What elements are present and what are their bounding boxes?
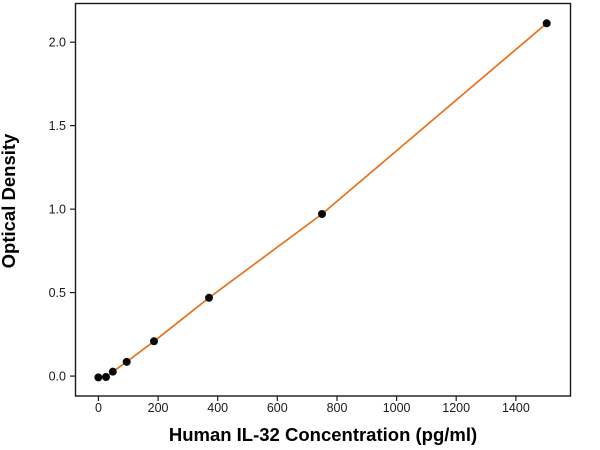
svg-text:200: 200 [148,401,169,415]
svg-text:0.0: 0.0 [49,369,66,383]
svg-text:0.5: 0.5 [49,286,66,300]
svg-text:0: 0 [95,401,102,415]
svg-text:1.0: 1.0 [49,202,66,216]
svg-text:Optical Density: Optical Density [0,133,19,268]
svg-text:600: 600 [267,401,288,415]
svg-text:1.5: 1.5 [49,119,66,133]
svg-text:2.0: 2.0 [49,35,66,49]
svg-text:1400: 1400 [502,401,530,415]
svg-text:400: 400 [207,401,228,415]
svg-text:Human IL-32 Concentration (pg/: Human IL-32 Concentration (pg/ml) [169,424,477,445]
svg-text:800: 800 [327,401,348,415]
svg-text:1200: 1200 [442,401,470,415]
svg-text:1000: 1000 [383,401,411,415]
